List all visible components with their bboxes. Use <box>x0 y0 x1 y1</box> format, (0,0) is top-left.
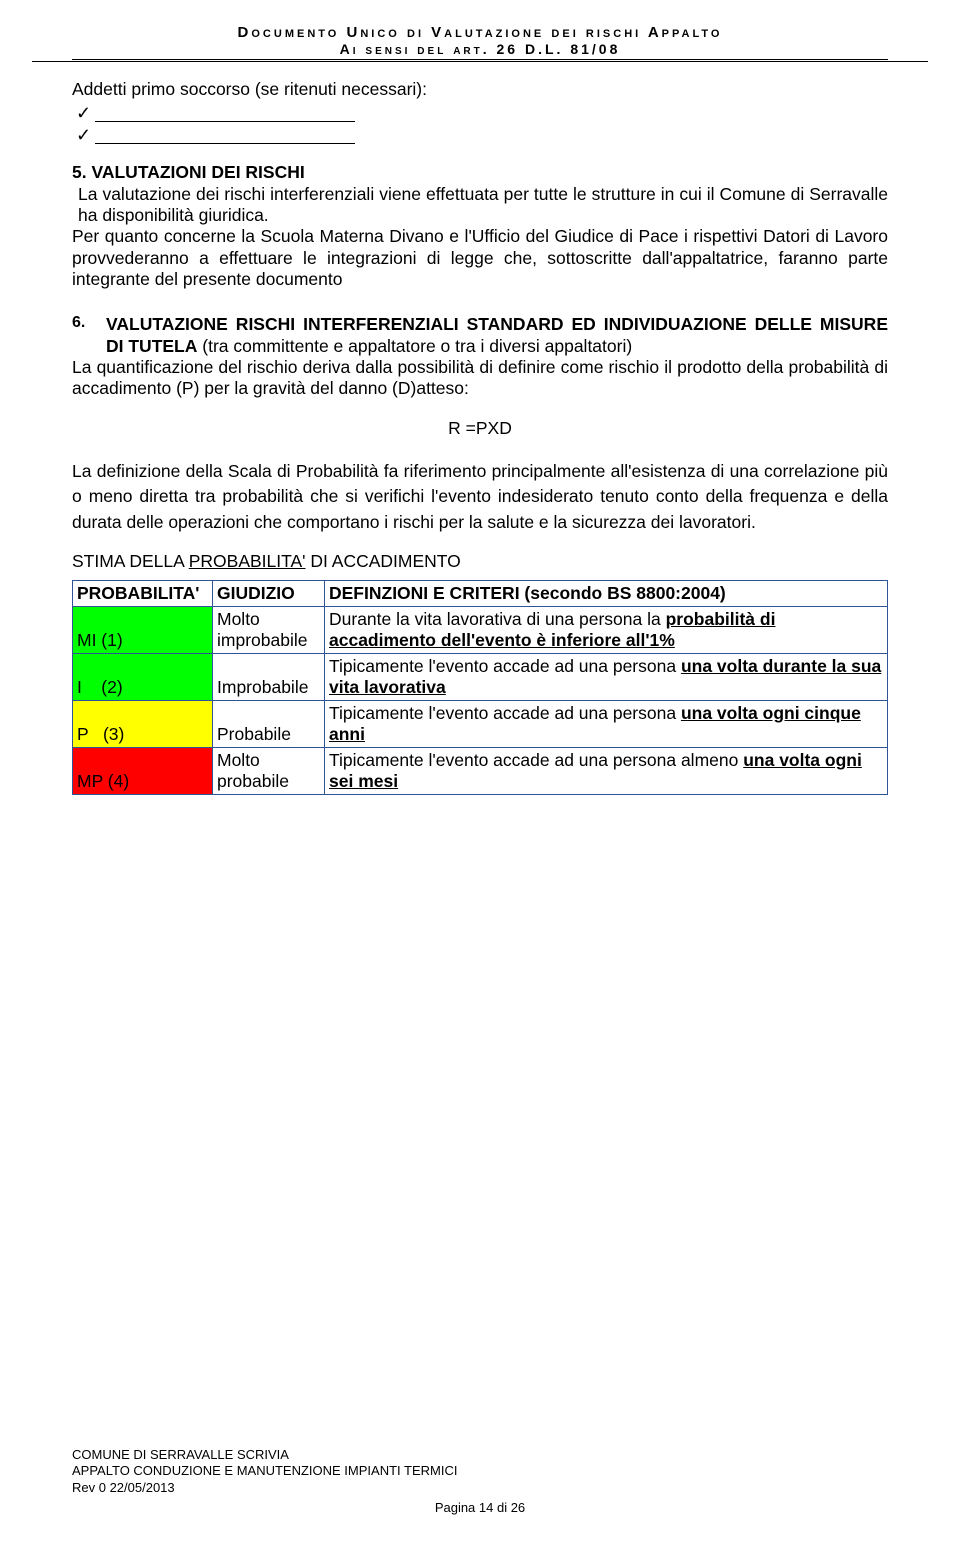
page-header: Documento Unico di Valutazione dei risch… <box>72 24 888 57</box>
footer-line-2: APPALTO CONDUZIONE E MANUTENZIONE IMPIAN… <box>72 1463 888 1479</box>
table-row: P (3) Probabile Tipicamente l'evento acc… <box>73 700 888 747</box>
cell-giudizio: Molto improbabile <box>213 606 325 653</box>
header-rule <box>72 59 888 65</box>
th-giudizio: GIUDIZIO <box>213 580 325 606</box>
table-row: MP (4) Molto probabile Tipicamente l'eve… <box>73 747 888 794</box>
table-header-row: PROBABILITA' GIUDIZIO DEFINZIONI E CRITE… <box>73 580 888 606</box>
cell-def: Tipicamente l'evento accade ad una perso… <box>325 653 888 700</box>
check-icon: ✓ <box>76 126 91 144</box>
header-subtitle: Ai sensi del art. 26 D.L. 81/08 <box>72 41 888 57</box>
probability-table: PROBABILITA' GIUDIZIO DEFINZIONI E CRITE… <box>72 580 888 795</box>
def-pre: Durante la vita lavorativa di una person… <box>329 609 666 629</box>
section-5: 5. VALUTAZIONI DEI RISCHI La valutazione… <box>72 162 888 290</box>
intro-line: Addetti primo soccorso (se ritenuti nece… <box>72 79 888 100</box>
check-list: ✓ ✓ <box>72 104 888 144</box>
cell-def: Tipicamente l'evento accade ad una perso… <box>325 747 888 794</box>
table-row: MI (1) Molto improbabile Durante la vita… <box>73 606 888 653</box>
def-pre: Tipicamente l'evento accade ad una perso… <box>329 750 743 770</box>
section-6: 6. VALUTAZIONE RISCHI INTERFERENZIALI ST… <box>72 314 888 795</box>
cell-def: Durante la vita lavorativa di una person… <box>325 606 888 653</box>
table-row: I (2) Improbabile Tipicamente l'evento a… <box>73 653 888 700</box>
check-icon: ✓ <box>76 104 91 122</box>
section-5-p2: Per quanto concerne la Scuola Materna Di… <box>72 226 888 290</box>
stima-underline: PROBABILITA' <box>189 551 306 571</box>
page-footer: COMUNE DI SERRAVALLE SCRIVIA APPALTO CON… <box>72 1447 888 1516</box>
blank-line <box>95 128 355 144</box>
section-6-num: 6. <box>72 314 85 332</box>
cell-code: MI (1) <box>73 606 213 653</box>
stima-post: DI ACCADIMENTO <box>306 551 461 571</box>
header-title: Documento Unico di Valutazione dei risch… <box>72 24 888 41</box>
def-pre: Tipicamente l'evento accade ad una perso… <box>329 656 681 676</box>
stima-heading: STIMA DELLA PROBABILITA' DI ACCADIMENTO <box>72 551 888 572</box>
stima-pre: STIMA DELLA <box>72 551 189 571</box>
cell-giudizio: Probabile <box>213 700 325 747</box>
def-pre: Tipicamente l'evento accade ad una perso… <box>329 703 681 723</box>
section-5-title: VALUTAZIONI DEI RISCHI <box>91 162 304 182</box>
cell-giudizio: Improbabile <box>213 653 325 700</box>
check-item: ✓ <box>76 104 888 122</box>
section-5-heading: 5. VALUTAZIONI DEI RISCHI <box>72 162 888 183</box>
cell-def: Tipicamente l'evento accade ad una perso… <box>325 700 888 747</box>
footer-line-3: Rev 0 22/05/2013 <box>72 1480 888 1496</box>
blank-line <box>95 106 355 122</box>
section-6-p2: La definizione della Scala di Probabilit… <box>72 459 888 535</box>
check-item: ✓ <box>76 126 888 144</box>
footer-line-1: COMUNE DI SERRAVALLE SCRIVIA <box>72 1447 888 1463</box>
section-6-heading: VALUTAZIONE RISCHI INTERFERENZIALI STAND… <box>106 314 888 357</box>
th-probabilita: PROBABILITA' <box>73 580 213 606</box>
section-5-p1: La valutazione dei rischi interferenzial… <box>78 184 888 227</box>
th-definizioni: DEFINZIONI E CRITERI (secondo BS 8800:20… <box>325 580 888 606</box>
section-6-block: 6. VALUTAZIONE RISCHI INTERFERENZIALI ST… <box>72 314 888 357</box>
formula: R =PXD <box>72 418 888 439</box>
footer-page-number: Pagina 14 di 26 <box>72 1500 888 1516</box>
cell-code: MP (4) <box>73 747 213 794</box>
section-5-num: 5. <box>72 162 87 182</box>
section-6-p1: La quantificazione del rischio deriva da… <box>72 357 888 400</box>
cell-code: I (2) <box>73 653 213 700</box>
cell-code: P (3) <box>73 700 213 747</box>
section-6-title-rest: (tra committente e appaltatore o tra i d… <box>197 336 632 356</box>
cell-giudizio: Molto probabile <box>213 747 325 794</box>
